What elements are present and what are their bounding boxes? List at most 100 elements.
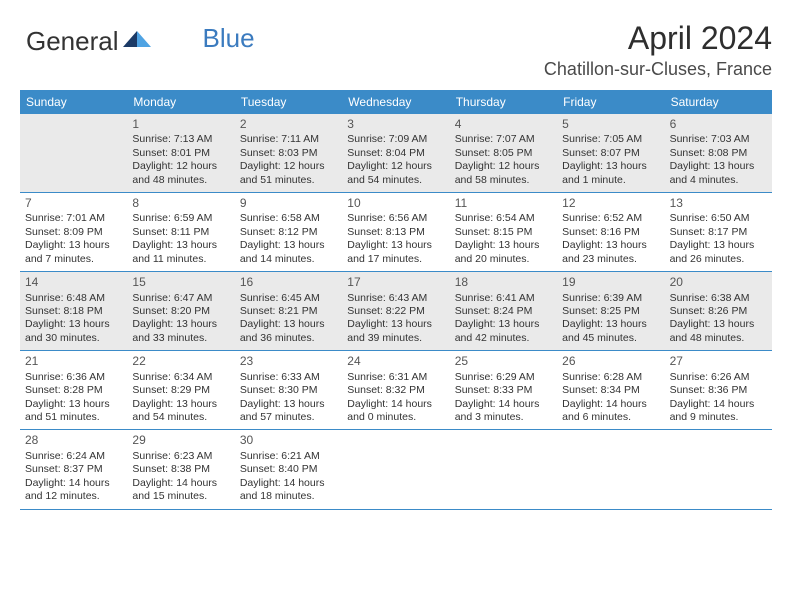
- day-info-line: Sunset: 8:24 PM: [455, 305, 552, 318]
- day-cell: 13Sunrise: 6:50 AMSunset: 8:17 PMDayligh…: [665, 193, 772, 271]
- day-info-line: and 26 minutes.: [670, 253, 767, 266]
- day-info-line: Sunrise: 6:24 AM: [25, 450, 122, 463]
- day-info-line: Daylight: 13 hours: [670, 239, 767, 252]
- day-info-line: Sunrise: 6:26 AM: [670, 371, 767, 384]
- day-info-line: Daylight: 12 hours: [240, 160, 337, 173]
- title-block: April 2024 Chatillon-sur-Cluses, France: [544, 20, 772, 80]
- day-header: Friday: [557, 90, 664, 114]
- day-number: 30: [240, 433, 337, 448]
- day-info-line: and 12 minutes.: [25, 490, 122, 503]
- day-number: 16: [240, 275, 337, 290]
- day-info-line: Sunset: 8:08 PM: [670, 147, 767, 160]
- day-info-line: Sunrise: 7:05 AM: [562, 133, 659, 146]
- day-number: 20: [670, 275, 767, 290]
- day-info-line: Sunrise: 6:29 AM: [455, 371, 552, 384]
- day-header: Tuesday: [235, 90, 342, 114]
- day-info-line: Sunrise: 6:23 AM: [132, 450, 229, 463]
- month-title: April 2024: [544, 20, 772, 57]
- day-info-line: and 51 minutes.: [25, 411, 122, 424]
- day-info-line: Daylight: 14 hours: [25, 477, 122, 490]
- day-info-line: Sunrise: 7:03 AM: [670, 133, 767, 146]
- day-info-line: Daylight: 14 hours: [455, 398, 552, 411]
- day-info-line: Daylight: 13 hours: [347, 239, 444, 252]
- day-info-line: Sunrise: 6:36 AM: [25, 371, 122, 384]
- day-cell: 1Sunrise: 7:13 AMSunset: 8:01 PMDaylight…: [127, 114, 234, 192]
- header: General Blue April 2024 Chatillon-sur-Cl…: [20, 20, 772, 80]
- day-info-line: Sunrise: 6:31 AM: [347, 371, 444, 384]
- day-info-line: Sunrise: 6:58 AM: [240, 212, 337, 225]
- day-info-line: Sunrise: 6:21 AM: [240, 450, 337, 463]
- day-cell: 15Sunrise: 6:47 AMSunset: 8:20 PMDayligh…: [127, 272, 234, 350]
- day-cell: 20Sunrise: 6:38 AMSunset: 8:26 PMDayligh…: [665, 272, 772, 350]
- day-header: Sunday: [20, 90, 127, 114]
- day-info-line: Daylight: 13 hours: [240, 239, 337, 252]
- day-info-line: Sunrise: 6:43 AM: [347, 292, 444, 305]
- day-cell: 10Sunrise: 6:56 AMSunset: 8:13 PMDayligh…: [342, 193, 449, 271]
- day-cell: 5Sunrise: 7:05 AMSunset: 8:07 PMDaylight…: [557, 114, 664, 192]
- day-cell: 26Sunrise: 6:28 AMSunset: 8:34 PMDayligh…: [557, 351, 664, 429]
- day-info-line: Daylight: 14 hours: [240, 477, 337, 490]
- day-header-row: Sunday Monday Tuesday Wednesday Thursday…: [20, 90, 772, 114]
- day-number: 9: [240, 196, 337, 211]
- day-info-line: Daylight: 13 hours: [25, 398, 122, 411]
- day-number: 19: [562, 275, 659, 290]
- day-info-line: and 58 minutes.: [455, 174, 552, 187]
- day-info-line: and 57 minutes.: [240, 411, 337, 424]
- day-cell: 17Sunrise: 6:43 AMSunset: 8:22 PMDayligh…: [342, 272, 449, 350]
- empty-cell: [342, 430, 449, 508]
- empty-cell: [557, 430, 664, 508]
- logo-text-1: General: [26, 26, 119, 57]
- day-number: 23: [240, 354, 337, 369]
- day-info-line: Sunset: 8:04 PM: [347, 147, 444, 160]
- day-number: 12: [562, 196, 659, 211]
- day-info-line: Sunset: 8:26 PM: [670, 305, 767, 318]
- day-info-line: Sunrise: 6:45 AM: [240, 292, 337, 305]
- day-number: 28: [25, 433, 122, 448]
- week-row: 28Sunrise: 6:24 AMSunset: 8:37 PMDayligh…: [20, 430, 772, 509]
- day-info-line: Sunrise: 7:11 AM: [240, 133, 337, 146]
- day-info-line: Daylight: 13 hours: [240, 398, 337, 411]
- day-info-line: and 48 minutes.: [670, 332, 767, 345]
- day-info-line: Sunset: 8:17 PM: [670, 226, 767, 239]
- day-cell: 6Sunrise: 7:03 AMSunset: 8:08 PMDaylight…: [665, 114, 772, 192]
- day-info-line: Sunrise: 6:47 AM: [132, 292, 229, 305]
- day-number: 5: [562, 117, 659, 132]
- week-row: 21Sunrise: 6:36 AMSunset: 8:28 PMDayligh…: [20, 351, 772, 430]
- day-cell: 30 Sunrise: 6:21 AMSunset: 8:40 PMDayligh…: [235, 430, 342, 508]
- day-info-line: and 15 minutes.: [132, 490, 229, 503]
- day-number: 18: [455, 275, 552, 290]
- day-info-line: and 3 minutes.: [455, 411, 552, 424]
- day-info-line: Sunset: 8:32 PM: [347, 384, 444, 397]
- day-info-line: Sunset: 8:16 PM: [562, 226, 659, 239]
- day-info-line: and 39 minutes.: [347, 332, 444, 345]
- day-info-line: Daylight: 13 hours: [25, 318, 122, 331]
- day-number: 21: [25, 354, 122, 369]
- day-number: 13: [670, 196, 767, 211]
- day-cell: 18Sunrise: 6:41 AMSunset: 8:24 PMDayligh…: [450, 272, 557, 350]
- day-cell: 3Sunrise: 7:09 AMSunset: 8:04 PMDaylight…: [342, 114, 449, 192]
- day-cell: 25 Sunrise: 6:29 AMSunset: 8:33 PMDayligh…: [450, 351, 557, 429]
- calendar: Sunday Monday Tuesday Wednesday Thursday…: [20, 90, 772, 510]
- day-info-line: and 45 minutes.: [562, 332, 659, 345]
- day-cell: 12Sunrise: 6:52 AMSunset: 8:16 PMDayligh…: [557, 193, 664, 271]
- day-cell: 2Sunrise: 7:11 AMSunset: 8:03 PMDaylight…: [235, 114, 342, 192]
- day-number: 27: [670, 354, 767, 369]
- day-info-line: Sunset: 8:30 PM: [240, 384, 337, 397]
- day-info-line: Sunset: 8:13 PM: [347, 226, 444, 239]
- day-info-line: Sunrise: 7:07 AM: [455, 133, 552, 146]
- day-number: 25: [455, 354, 552, 369]
- day-number: 11: [455, 196, 552, 211]
- day-number: 8: [132, 196, 229, 211]
- day-info-line: Sunset: 8:33 PM: [455, 384, 552, 397]
- week-row: 14Sunrise: 6:48 AMSunset: 8:18 PMDayligh…: [20, 272, 772, 351]
- day-number: 6: [670, 117, 767, 132]
- day-info-line: Daylight: 13 hours: [132, 318, 229, 331]
- day-info-line: Sunset: 8:40 PM: [240, 463, 337, 476]
- day-info-line: Sunset: 8:22 PM: [347, 305, 444, 318]
- day-cell: 29Sunrise: 6:23 AMSunset: 8:38 PMDayligh…: [127, 430, 234, 508]
- day-info-line: Sunset: 8:37 PM: [25, 463, 122, 476]
- day-info-line: Sunrise: 6:56 AM: [347, 212, 444, 225]
- day-info-line: and 11 minutes.: [132, 253, 229, 266]
- day-info-line: Sunset: 8:09 PM: [25, 226, 122, 239]
- day-info-line: Sunset: 8:03 PM: [240, 147, 337, 160]
